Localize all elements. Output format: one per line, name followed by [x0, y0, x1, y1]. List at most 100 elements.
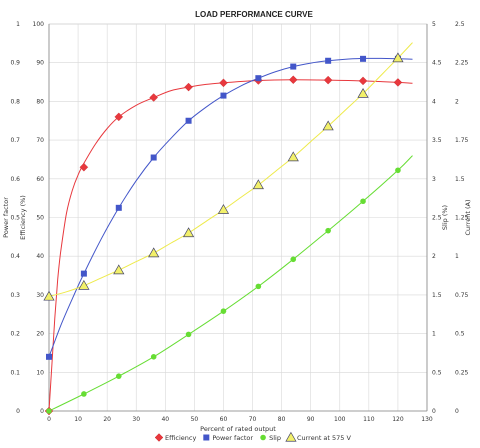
- current-at-575-v-point: [217, 204, 230, 214]
- efficiency-point: [358, 76, 368, 86]
- slip-tick-label: 2: [432, 253, 436, 260]
- efficiency-tick-label: 50: [36, 215, 44, 222]
- slip-point: [46, 408, 52, 414]
- slip-point: [115, 373, 122, 379]
- x-tick-label: 20: [103, 416, 111, 423]
- slip-tick-label: 0: [432, 408, 436, 415]
- x-tick-label: 100: [334, 416, 346, 423]
- slip-tick-label: 2.5: [432, 215, 442, 222]
- legend-item-slip: Slip: [260, 434, 281, 442]
- legend: Efficiency Power factor Slip Current at 575…: [154, 431, 352, 442]
- legend-label: Efficiency: [165, 434, 196, 442]
- power-factor-point: [80, 270, 87, 277]
- current-at-575-v-point: [322, 120, 334, 131]
- legend-label: Power factor: [212, 434, 253, 442]
- legend-item-current-at-575-v: Current at 575 V: [285, 431, 352, 442]
- current-tick-label: 2: [455, 98, 459, 105]
- current-at-575-v-point: [357, 87, 369, 98]
- slip-tick-label: 4.5: [432, 60, 442, 67]
- power-factor-tick-label: 1: [16, 21, 20, 28]
- efficiency-tick-label: 40: [36, 253, 44, 260]
- x-tick-label: 60: [220, 416, 228, 423]
- x-tick-label: 30: [132, 416, 140, 423]
- power-factor-tick-label: 0.3: [10, 292, 20, 299]
- slip-tick-label: 1: [432, 331, 436, 338]
- current-at-575-v-point: [287, 151, 299, 162]
- slip-tick-label: 1.5: [432, 292, 442, 299]
- current-at-575-v-point: [148, 247, 160, 258]
- slip-tick-label: 0.5: [432, 369, 442, 376]
- efficiency-point: [323, 75, 333, 85]
- power-factor-point: [46, 353, 52, 360]
- current-tick-label: 0.75: [455, 292, 469, 299]
- power-factor-tick-label: 0.4: [10, 253, 20, 260]
- x-tick-label: 50: [191, 416, 199, 423]
- efficiency-point: [288, 75, 298, 85]
- power-factor-tick-label: 0.2: [10, 331, 20, 338]
- legend-item-efficiency: Efficiency: [154, 433, 196, 442]
- slip-point: [185, 331, 192, 338]
- slip-point: [81, 391, 87, 397]
- slip-point: [325, 227, 331, 234]
- current-tick-label: 2.5: [455, 21, 465, 28]
- efficiency-axis-label: Efficiency (%): [19, 195, 27, 240]
- power-factor-tick-label: 0.9: [10, 60, 20, 67]
- efficiency-point: [184, 82, 193, 92]
- power-factor-tick-label: 0.6: [10, 176, 20, 183]
- slip-tick-label: 3: [432, 176, 436, 183]
- current-tick-label: 2.25: [455, 60, 469, 67]
- efficiency-tick-label: 80: [36, 98, 44, 105]
- current-at-575-v-point: [392, 52, 404, 63]
- power-factor-point: [255, 75, 262, 82]
- power-factor-axis-label: Power factor: [2, 197, 10, 238]
- efficiency-point: [79, 162, 89, 172]
- slip-point: [150, 354, 157, 360]
- current-tick-label: 1.75: [455, 137, 469, 144]
- efficiency-point: [149, 93, 158, 102]
- slip-curve: [48, 155, 413, 412]
- current-tick-label: 0.25: [455, 369, 469, 376]
- x-tick-label: 70: [249, 416, 257, 423]
- slip-point: [290, 256, 297, 263]
- slip-point: [220, 308, 227, 314]
- current-at-575-v-point: [43, 290, 55, 301]
- legend-item-power-factor: Power factor: [203, 434, 253, 442]
- x-tick-label: 40: [161, 416, 169, 423]
- efficiency-tick-label: 100: [33, 21, 45, 28]
- current-tick-label: 0.5: [455, 331, 465, 338]
- x-tick-label: 80: [278, 416, 286, 423]
- power-factor-tick-label: 0.1: [10, 369, 20, 376]
- grid: [48, 23, 428, 412]
- slip-tick-label: 3.5: [432, 137, 442, 144]
- slip-tick-label: 4: [432, 98, 436, 105]
- efficiency-tick-label: 30: [36, 292, 44, 299]
- slip-tick-label: 5: [432, 21, 436, 28]
- x-tick-label: 120: [392, 416, 404, 423]
- efficiency-point: [219, 78, 228, 88]
- power-factor-point: [115, 204, 122, 211]
- current-at-575-v-point: [182, 227, 195, 238]
- x-tick-label: 0: [47, 416, 51, 423]
- slip-point: [395, 167, 401, 174]
- power-factor-point: [185, 117, 192, 124]
- efficiency-tick-label: 0: [40, 408, 44, 415]
- current-tick-label: 1: [455, 253, 459, 260]
- power-factor-point: [150, 154, 157, 161]
- power-factor-point: [290, 63, 297, 70]
- chart-title: LOAD PERFORMANCE CURVE: [195, 10, 313, 19]
- efficiency-tick-label: 60: [36, 176, 44, 183]
- power-factor-point: [360, 55, 367, 62]
- current-at-575-v-legend-icon: [285, 431, 297, 442]
- power-factor-tick-label: 0.5: [10, 215, 20, 222]
- efficiency-legend-icon: [154, 433, 164, 442]
- axes: 0 10 20 30 40 50 60 70 80 90 100 110 120 13000.10.20.…: [2, 21, 472, 423]
- x-tick-label: 10: [74, 416, 82, 423]
- x-tick-label: 130: [421, 416, 433, 423]
- current-axis-label: Current (A): [464, 200, 472, 236]
- current-tick-label: 1.25: [455, 215, 469, 222]
- current-tick-label: 0: [455, 408, 459, 415]
- current-at-575-v-curve: [48, 42, 413, 297]
- current-at-575-v-point: [252, 179, 264, 190]
- x-axis-label: Percent of rated output: [200, 425, 276, 433]
